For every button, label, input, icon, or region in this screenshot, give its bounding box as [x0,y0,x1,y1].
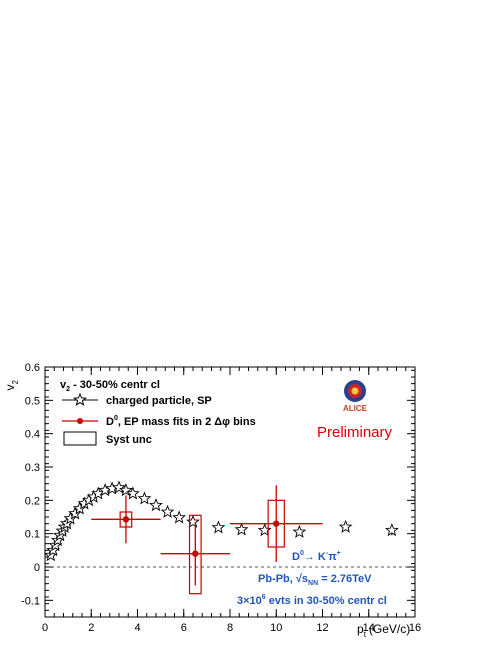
charged-point [119,483,133,497]
d0-point [273,520,280,527]
legend: charged particle, SP D0, EP mass fits in… [62,392,256,446]
alice-logo: ALICE [343,380,368,413]
charged-point [234,522,249,536]
y-tick-label: 0.1 [25,529,40,541]
x-axis-label: pt (GeV/c) [357,622,410,639]
y-tick-label: 0.5 [25,395,40,407]
charged-point [384,523,399,537]
charged-point [211,520,226,534]
charged-point [160,504,175,518]
charged-point [257,523,272,537]
x-tick-label: 12 [316,622,328,634]
y-tick-label: 0.2 [25,495,40,507]
y-tick-label: 0.4 [25,429,40,441]
charged-point [186,514,200,528]
x-tick-label: 8 [227,622,233,634]
d0-syst-box [188,514,202,595]
legend-star-marker [72,392,88,406]
charged-point [149,498,163,512]
x-tick-label: 16 [409,622,421,634]
x-tick-label: 4 [134,622,140,634]
chart-title: v2 - 30-50% centr cl [60,379,160,393]
charged-point [112,480,126,494]
y-tick-label: -0.1 [21,595,40,607]
y-tick-label: 0.6 [25,362,40,374]
decay-channel-label: D0→ K-π+ [292,550,341,563]
charged-point [292,524,307,538]
collision-system-label: Pb-Pb, √sNN = 2.76TeV [258,573,372,587]
d0-point [122,516,130,523]
y-axis-label: v2 [3,379,20,390]
d0-point [192,550,199,557]
x-tick-label: 2 [88,622,94,634]
x-tick-label: 6 [181,622,187,634]
charged-point [137,491,152,505]
x-tick-label: 0 [42,622,48,634]
legend-syst-box [63,431,97,446]
legend-charged-label: charged particle, SP [106,395,212,407]
legend-syst-label: Syst unc [106,434,152,446]
y-tick-label: 0 [34,562,40,574]
x-tick-label: 14 [363,622,375,634]
legend-d0-label: D0, EP mass fits in 2 Δφ bins [106,415,256,428]
charged-point [125,486,140,500]
charged-point [338,519,353,533]
preliminary-label: Preliminary [317,424,393,441]
events-label: 3×106 evts in 30-50% centr cl [237,594,387,607]
charged-point [172,510,187,524]
y-tick-label: 0.3 [25,462,40,474]
legend-d0-marker [77,418,83,424]
alice-logo-text: ALICE [343,404,368,413]
x-tick-label: 10 [270,622,282,634]
